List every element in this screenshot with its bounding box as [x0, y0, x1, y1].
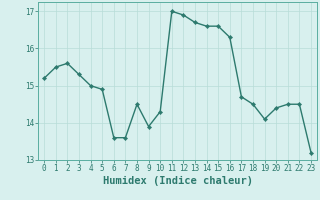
X-axis label: Humidex (Indice chaleur): Humidex (Indice chaleur) — [103, 176, 252, 186]
